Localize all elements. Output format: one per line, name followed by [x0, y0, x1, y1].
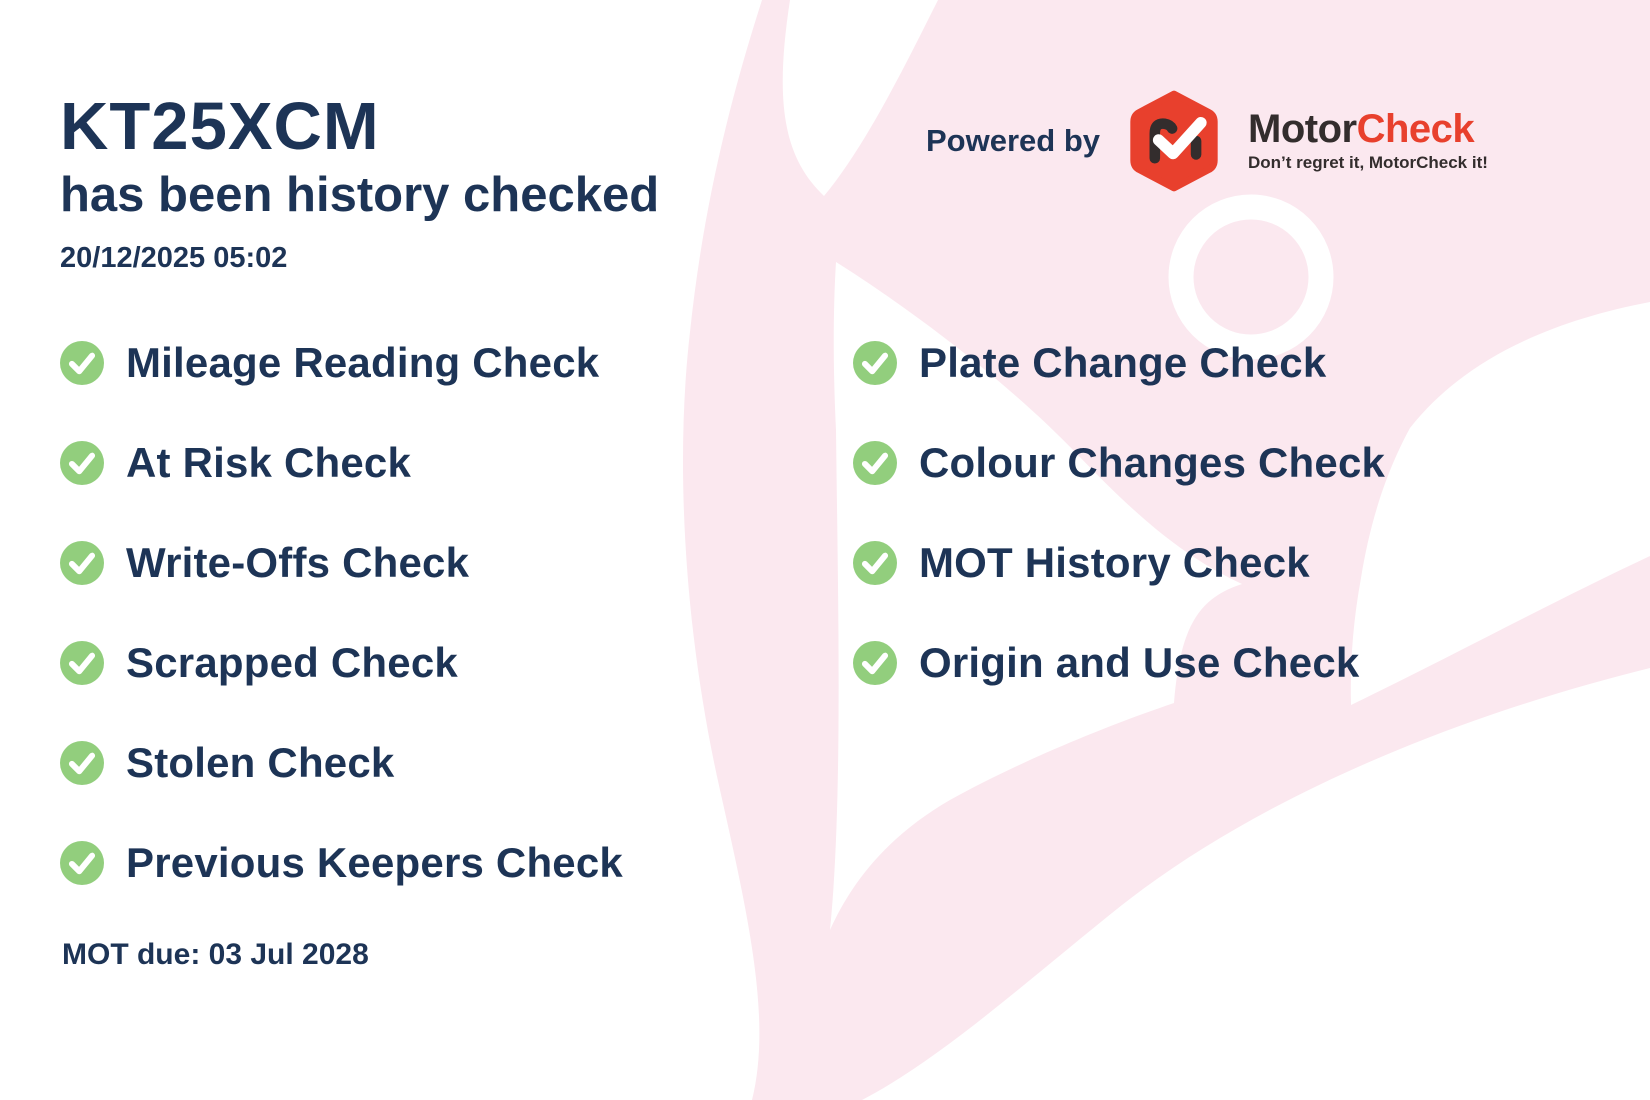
check-item: Scrapped Check	[60, 613, 623, 713]
check-circle-icon	[60, 541, 104, 585]
check-circle-icon	[60, 841, 104, 885]
check-item: MOT History Check	[853, 513, 1385, 613]
check-circle-icon	[853, 541, 897, 585]
check-item: Stolen Check	[60, 713, 623, 813]
check-item-label: MOT History Check	[919, 539, 1310, 586]
check-item-label: At Risk Check	[126, 439, 412, 486]
vehicle-registration: KT25XCM	[60, 89, 380, 164]
brand-tagline: Don’t regret it, MotorCheck it!	[1248, 153, 1488, 172]
check-item: Plate Change Check	[853, 313, 1385, 413]
check-item: At Risk Check	[60, 413, 623, 513]
brand-block: MotorCheck Don’t regret it, MotorCheck i…	[1248, 109, 1488, 173]
check-item-label: Write-Offs Check	[126, 539, 470, 586]
header: KT25XCM has been history checked 20/12/2…	[60, 89, 660, 275]
motorcheck-hexagon-logo-icon	[1130, 90, 1218, 192]
check-item: Mileage Reading Check	[60, 313, 623, 413]
check-item: Write-Offs Check	[60, 513, 623, 613]
powered-by-label: Powered by	[926, 123, 1100, 158]
check-circle-icon	[853, 641, 897, 685]
check-circle-icon	[853, 341, 897, 385]
brand-name: MotorCheck	[1248, 109, 1488, 149]
check-item-label: Scrapped Check	[126, 639, 458, 686]
check-item-label: Plate Change Check	[919, 339, 1327, 386]
check-timestamp: 20/12/2025 05:02	[60, 241, 288, 274]
check-item-label: Previous Keepers Check	[126, 839, 623, 886]
check-item-label: Mileage Reading Check	[126, 339, 600, 386]
brand-name-motor: Motor	[1248, 107, 1357, 151]
check-circle-icon	[60, 341, 104, 385]
check-circle-icon	[60, 741, 104, 785]
mot-due-date: MOT due: 03 Jul 2028	[62, 938, 369, 971]
checks-column-right: Plate Change Check Colour Changes Check …	[853, 313, 1385, 713]
brand-name-check: Check	[1356, 107, 1475, 151]
powered-by-block: Powered by MotorCheck Don’t regret it, M…	[926, 90, 1488, 192]
check-item: Colour Changes Check	[853, 413, 1385, 513]
page-title: has been history checked	[60, 168, 660, 223]
check-item-label: Origin and Use Check	[919, 639, 1360, 686]
check-circle-icon	[60, 441, 104, 485]
check-circle-icon	[60, 641, 104, 685]
check-item: Previous Keepers Check	[60, 813, 623, 913]
check-circle-icon	[853, 441, 897, 485]
check-item: Origin and Use Check	[853, 613, 1385, 713]
checks-column-left: Mileage Reading Check At Risk Check Writ…	[60, 313, 623, 913]
check-item-label: Stolen Check	[126, 739, 395, 786]
check-item-label: Colour Changes Check	[919, 439, 1386, 486]
